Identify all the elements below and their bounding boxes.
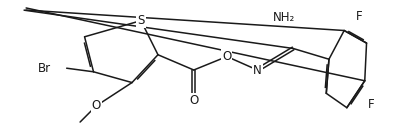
Text: N: N [253,64,262,76]
Text: O: O [91,99,101,112]
Text: F: F [356,10,363,23]
Text: O: O [189,94,198,107]
Text: F: F [368,98,375,111]
Text: O: O [222,50,231,63]
Text: NH₂: NH₂ [273,11,295,24]
Text: S: S [137,14,145,27]
Text: Br: Br [38,62,51,75]
